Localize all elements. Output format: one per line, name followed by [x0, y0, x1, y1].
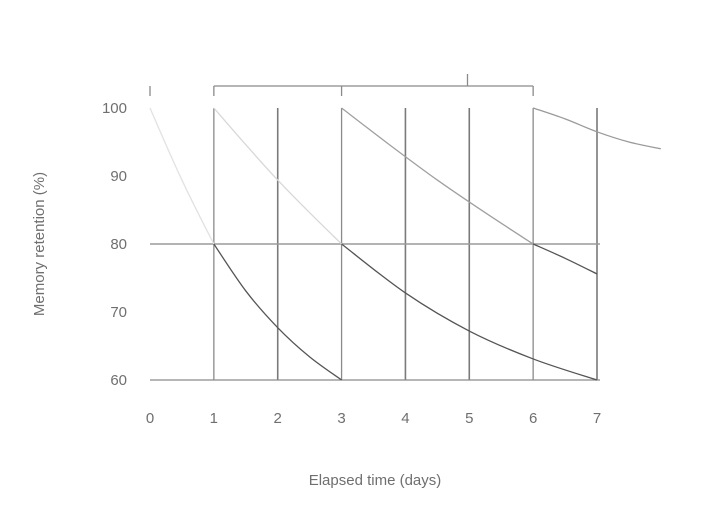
x-tick-label-4: 4	[401, 410, 409, 427]
forgetting-curve-1-3-upper	[213, 107, 343, 245]
y-tick-label-100: 100	[102, 100, 127, 117]
x-tick-label-2: 2	[274, 410, 282, 427]
curves	[149, 107, 661, 381]
forgetting-curve-6-7-lower	[532, 243, 598, 275]
forgetting-curve-3-6-upper	[341, 107, 534, 245]
y-axis-title: Memory retention (%)	[31, 172, 48, 316]
forgetting-curve-0-1	[149, 107, 215, 245]
y-tick-label-70: 70	[110, 304, 127, 321]
x-tick-label-0: 0	[146, 410, 154, 427]
forgetting-curve-1-3-lower	[213, 243, 342, 381]
x-tick-label-7: 7	[593, 410, 601, 427]
x-tick-label-6: 6	[529, 410, 537, 427]
y-tick-label-80: 80	[110, 236, 127, 253]
x-tick-label-5: 5	[465, 410, 473, 427]
tick-labels: 0 1 2 3 4 5 6 7 100 90 80 70 60	[102, 100, 601, 427]
y-tick-label-90: 90	[110, 168, 127, 185]
forgetting-curve-6-8-upper	[532, 107, 661, 150]
x-tick-label-1: 1	[210, 410, 218, 427]
forgetting-curve-3-7-lower	[341, 243, 598, 381]
x-tick-label-3: 3	[337, 410, 345, 427]
review-brackets	[149, 74, 534, 96]
y-tick-label-60: 60	[110, 372, 127, 389]
x-axis-title: Elapsed time (days)	[309, 472, 442, 489]
